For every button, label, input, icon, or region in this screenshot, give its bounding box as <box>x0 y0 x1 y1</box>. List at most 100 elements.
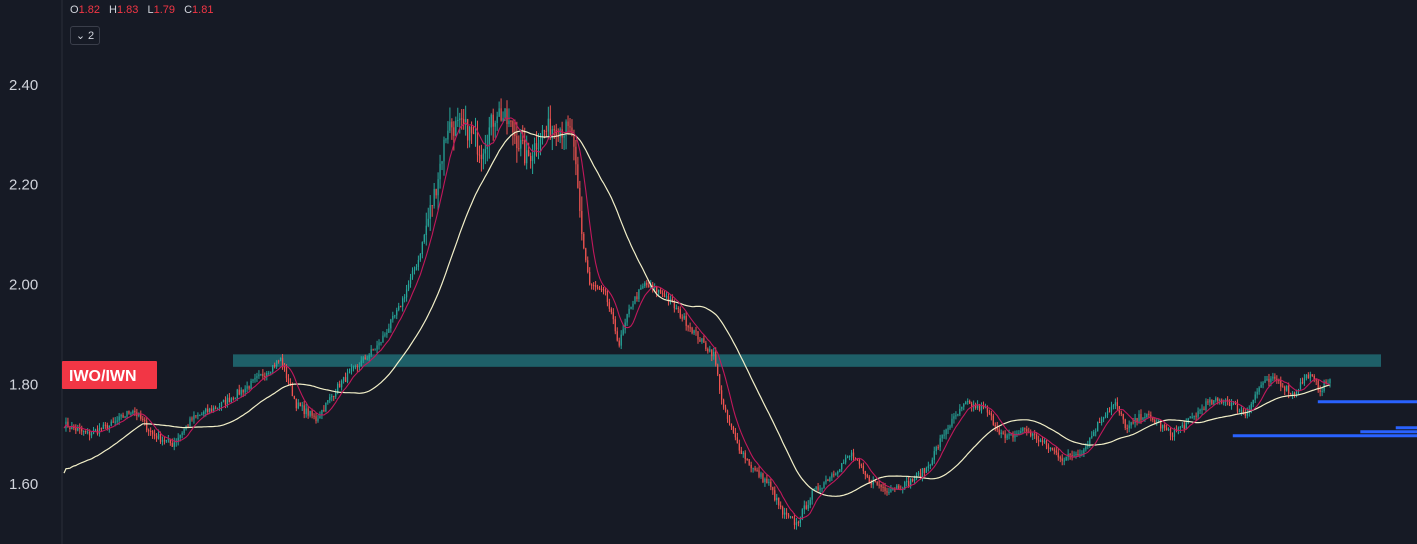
candle-up <box>1321 390 1323 392</box>
candle-up <box>892 488 894 490</box>
candle-down <box>1236 404 1239 412</box>
candle-up <box>502 118 504 121</box>
candle-down <box>1051 447 1054 450</box>
candle-up <box>114 421 116 423</box>
candle-down <box>780 505 782 508</box>
candle-down <box>528 150 530 156</box>
candle-down <box>1284 386 1286 391</box>
candlestick-series <box>65 98 1331 530</box>
candle-up <box>362 357 364 361</box>
candle-up <box>709 349 711 352</box>
candle-up <box>329 397 331 401</box>
candle-down <box>874 480 876 482</box>
candle-up <box>94 429 97 431</box>
candle-up <box>325 402 327 412</box>
candle-down <box>283 367 286 369</box>
candle-down <box>856 459 859 461</box>
candle-up <box>563 135 565 138</box>
candle-up <box>963 404 965 407</box>
price-tick-label: 2.20 <box>9 177 38 194</box>
candle-up <box>1329 379 1331 384</box>
candle-up <box>346 373 349 383</box>
candle-down <box>994 424 996 427</box>
candle-up <box>531 155 534 162</box>
candle-up <box>266 372 268 377</box>
candle-up <box>1266 378 1268 380</box>
candle-up <box>167 438 169 440</box>
candle-down <box>431 205 433 207</box>
candle-up <box>71 425 73 430</box>
candle-up <box>1022 428 1024 431</box>
candle-down <box>614 319 616 332</box>
candle-down <box>1165 427 1168 431</box>
slow-moving-average-line <box>63 130 1331 497</box>
indicators-collapse-button[interactable]: ⌄ 2 <box>70 26 100 45</box>
candle-down <box>277 360 280 362</box>
candle-up <box>1297 389 1300 392</box>
candle-up <box>654 286 656 288</box>
fast-moving-average-line <box>63 117 1331 520</box>
candle-down <box>476 132 479 155</box>
candle-down <box>1122 413 1124 420</box>
candle-down <box>738 443 740 451</box>
candle-down <box>435 189 437 196</box>
candle-down <box>1301 382 1304 384</box>
candle-up <box>360 360 362 367</box>
candle-up <box>1085 446 1087 450</box>
candle-down <box>372 349 374 351</box>
candle-up <box>1018 433 1020 435</box>
candle-up <box>537 147 540 150</box>
candle-down <box>1325 381 1327 384</box>
candle-down <box>191 418 193 420</box>
candle-up <box>354 366 357 368</box>
candle-up <box>86 431 89 433</box>
candle-up <box>799 519 802 524</box>
candle-down <box>492 114 494 127</box>
candle-up <box>272 365 274 372</box>
candle-up <box>1095 431 1097 433</box>
candle-up <box>890 489 892 492</box>
candle-up <box>165 439 168 442</box>
candle-down <box>1274 376 1276 379</box>
candle-down <box>104 424 106 426</box>
candle-up <box>130 413 132 415</box>
candle-up <box>665 296 668 298</box>
candle-up <box>1264 379 1266 383</box>
candle-down <box>734 432 737 438</box>
candle-up <box>189 418 191 427</box>
candle-up <box>925 467 928 473</box>
candle-down <box>144 419 146 422</box>
candle-up <box>622 329 624 335</box>
candle-down <box>591 284 593 286</box>
candle-up <box>1193 415 1195 417</box>
candle-down <box>1211 399 1213 405</box>
candle-up <box>1250 404 1252 411</box>
candle-up <box>370 349 372 356</box>
candle-up <box>1201 408 1203 410</box>
candle-up <box>366 358 368 360</box>
candle-up <box>1138 414 1140 422</box>
candle-up <box>941 434 943 439</box>
candle-up <box>1209 399 1211 403</box>
candle-up <box>1303 378 1306 384</box>
candle-up <box>120 414 122 417</box>
candle-up <box>846 456 849 458</box>
candle-down <box>986 406 989 413</box>
candle-down <box>606 290 609 303</box>
candle-down <box>911 478 914 482</box>
candle-up <box>181 433 183 435</box>
candle-down <box>592 285 595 287</box>
chevron-down-icon: ⌄ <box>75 30 86 42</box>
candle-down <box>451 121 453 128</box>
candle-down <box>774 490 776 501</box>
candle-down <box>882 487 884 489</box>
candle-up <box>1073 455 1075 457</box>
candle-down <box>524 140 526 164</box>
candle-down <box>596 286 599 289</box>
candle-up <box>301 405 303 407</box>
candle-down <box>522 139 524 141</box>
candle-up <box>1270 378 1272 383</box>
candle-down <box>612 312 614 320</box>
candle-down <box>969 401 971 404</box>
